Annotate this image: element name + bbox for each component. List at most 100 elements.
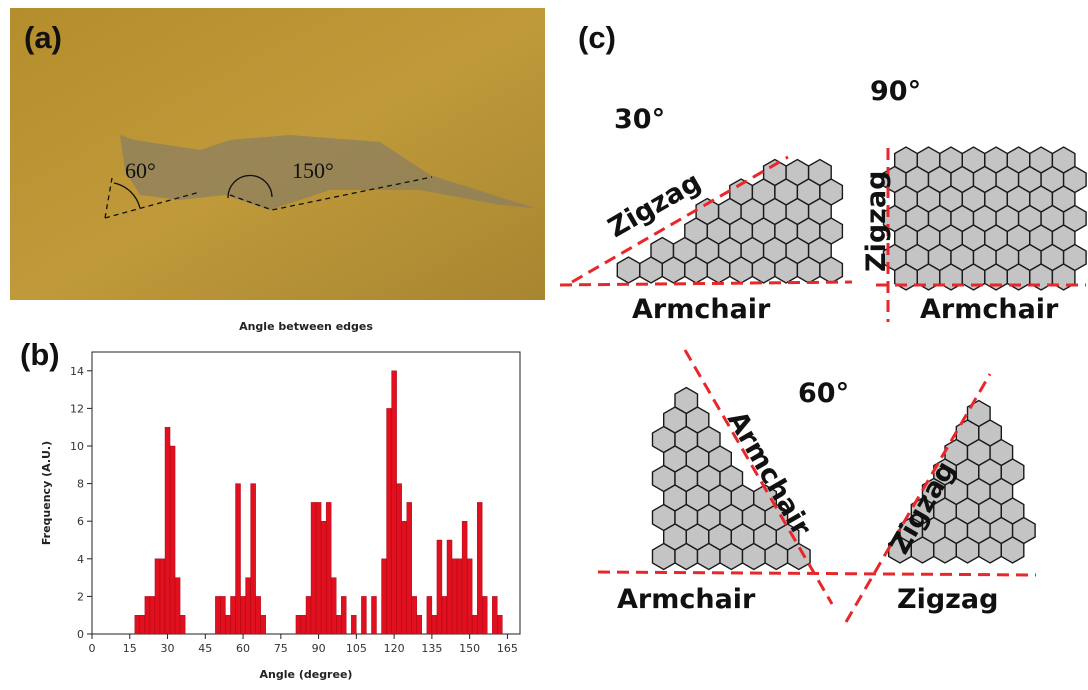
bar [175, 578, 180, 634]
angle-annotation: 150° [292, 158, 334, 183]
bar [321, 521, 326, 634]
angle-label: 90° [870, 76, 921, 107]
edge-label: Zigzag [897, 584, 998, 615]
bar [316, 502, 321, 634]
hexagon [743, 544, 766, 570]
x-tick-label: 90 [312, 642, 326, 655]
bar [225, 615, 230, 634]
hexagon [752, 257, 775, 283]
hexagon [820, 257, 843, 283]
hexagon [685, 257, 708, 283]
bar [467, 559, 472, 634]
bar [427, 596, 432, 634]
edge-label: Armchair [632, 294, 771, 325]
hexagon [662, 257, 685, 283]
bar [296, 615, 301, 634]
bar [392, 371, 397, 634]
angle-label: 30° [614, 104, 665, 135]
bar [341, 596, 346, 634]
bar [407, 502, 412, 634]
edge-label: Armchair [617, 584, 756, 615]
bar [371, 596, 376, 634]
hexagon [617, 257, 640, 283]
x-tick-label: 105 [346, 642, 367, 655]
hexagon [640, 257, 663, 283]
angle-label: 60° [798, 378, 849, 409]
y-tick-label: 8 [77, 478, 84, 491]
bar [230, 596, 235, 634]
bar [220, 596, 225, 634]
bar [155, 559, 160, 634]
bar [397, 484, 402, 634]
bar [150, 596, 155, 634]
y-tick-label: 12 [70, 402, 84, 415]
bar [215, 596, 220, 634]
bar [402, 521, 407, 634]
bar [331, 578, 336, 634]
lattice [617, 147, 1086, 570]
y-tick-label: 14 [70, 365, 84, 378]
x-tick-label: 120 [384, 642, 405, 655]
bar [447, 540, 452, 634]
panel-label: (b) [20, 337, 60, 372]
bar [351, 615, 356, 634]
hexagon [698, 544, 721, 570]
x-tick-label: 15 [123, 642, 137, 655]
x-tick-label: 60 [236, 642, 250, 655]
bar [482, 596, 487, 634]
x-tick-label: 165 [497, 642, 518, 655]
bar [336, 615, 341, 634]
bar [361, 596, 366, 634]
y-axis-label: Frequency (A.U.) [40, 441, 53, 545]
hexagon [1001, 537, 1024, 563]
bar [382, 559, 387, 634]
bar [311, 502, 316, 634]
bar [256, 596, 261, 634]
edge-label: Armchair [920, 294, 1059, 325]
bar [251, 484, 256, 634]
panel-label: (c) [578, 20, 616, 55]
bar [170, 446, 175, 634]
figure: (a) 60° 150° (b) Angle between edges 0 15 3… [0, 0, 1088, 690]
hexagon [707, 257, 730, 283]
bar [160, 559, 165, 634]
x-tick-label: 150 [459, 642, 480, 655]
hexagon [653, 544, 676, 570]
x-tick-label: 0 [89, 642, 96, 655]
bar [442, 596, 447, 634]
bar [236, 484, 241, 634]
hexagon [788, 544, 811, 570]
bar [306, 596, 311, 634]
bar [180, 615, 185, 634]
x-tick-label: 75 [274, 642, 288, 655]
bar [135, 615, 140, 634]
x-tick-label: 30 [161, 642, 175, 655]
edge-label: Zigzag [861, 171, 892, 272]
bar [165, 427, 170, 634]
bar [417, 615, 422, 634]
bar [432, 615, 437, 634]
hexagon [956, 537, 979, 563]
photo-panel: (a) 60° 150° [10, 8, 545, 300]
bar [497, 615, 502, 634]
hexagon [730, 257, 753, 283]
hexagon [797, 257, 820, 283]
bar [462, 521, 467, 634]
bar [477, 502, 482, 634]
x-tick-label: 135 [421, 642, 442, 655]
hexagon [720, 544, 743, 570]
hexagon [765, 544, 788, 570]
y-tick-label: 0 [77, 628, 84, 641]
x-axis-label: Angle (degree) [260, 668, 353, 681]
hexagon [979, 537, 1002, 563]
angle-annotation: 60° [125, 158, 156, 183]
hexagon [675, 544, 698, 570]
panel-label: (a) [24, 20, 62, 55]
chart-title: Angle between edges [239, 320, 373, 333]
bar [261, 615, 266, 634]
bar [326, 502, 331, 634]
y-tick-label: 10 [70, 440, 84, 453]
bar [412, 596, 417, 634]
bar [241, 596, 246, 634]
